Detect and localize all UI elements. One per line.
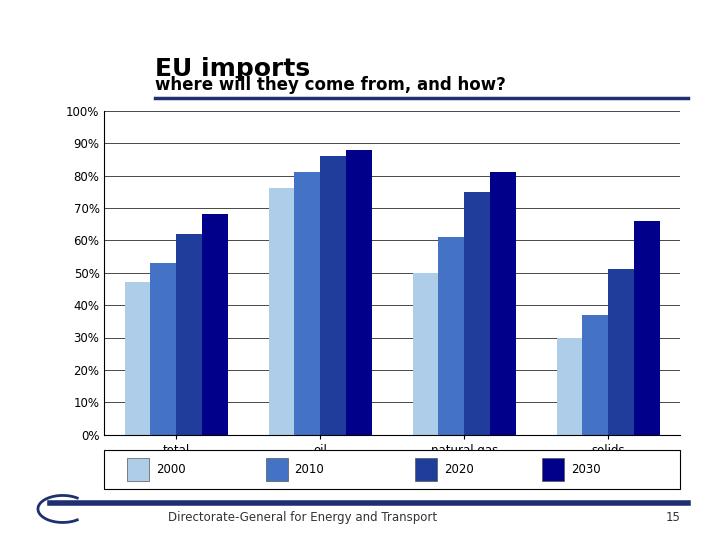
- Bar: [269, 188, 294, 435]
- Bar: [294, 172, 320, 435]
- Text: where will they come from, and how?: where will they come from, and how?: [155, 76, 505, 93]
- Text: 2020: 2020: [444, 463, 474, 476]
- Text: Directorate-General for Energy and Transport: Directorate-General for Energy and Trans…: [168, 511, 437, 524]
- Bar: [415, 457, 437, 481]
- Bar: [202, 214, 228, 435]
- Text: EU imports: EU imports: [155, 57, 310, 80]
- Text: 2000: 2000: [156, 463, 186, 476]
- Bar: [413, 273, 438, 435]
- Bar: [127, 457, 149, 481]
- Bar: [557, 338, 582, 435]
- Bar: [346, 150, 372, 435]
- FancyBboxPatch shape: [104, 450, 680, 489]
- Text: 15: 15: [665, 511, 680, 524]
- Bar: [542, 457, 564, 481]
- Bar: [608, 269, 634, 435]
- Text: 2010: 2010: [294, 463, 324, 476]
- Bar: [490, 172, 516, 435]
- Bar: [176, 234, 202, 435]
- Text: 2030: 2030: [571, 463, 600, 476]
- Bar: [582, 315, 608, 435]
- Bar: [320, 156, 346, 435]
- Bar: [464, 192, 490, 435]
- Bar: [634, 221, 660, 435]
- Bar: [266, 457, 287, 481]
- Bar: [150, 263, 176, 435]
- Bar: [438, 237, 464, 435]
- Bar: [125, 282, 150, 435]
